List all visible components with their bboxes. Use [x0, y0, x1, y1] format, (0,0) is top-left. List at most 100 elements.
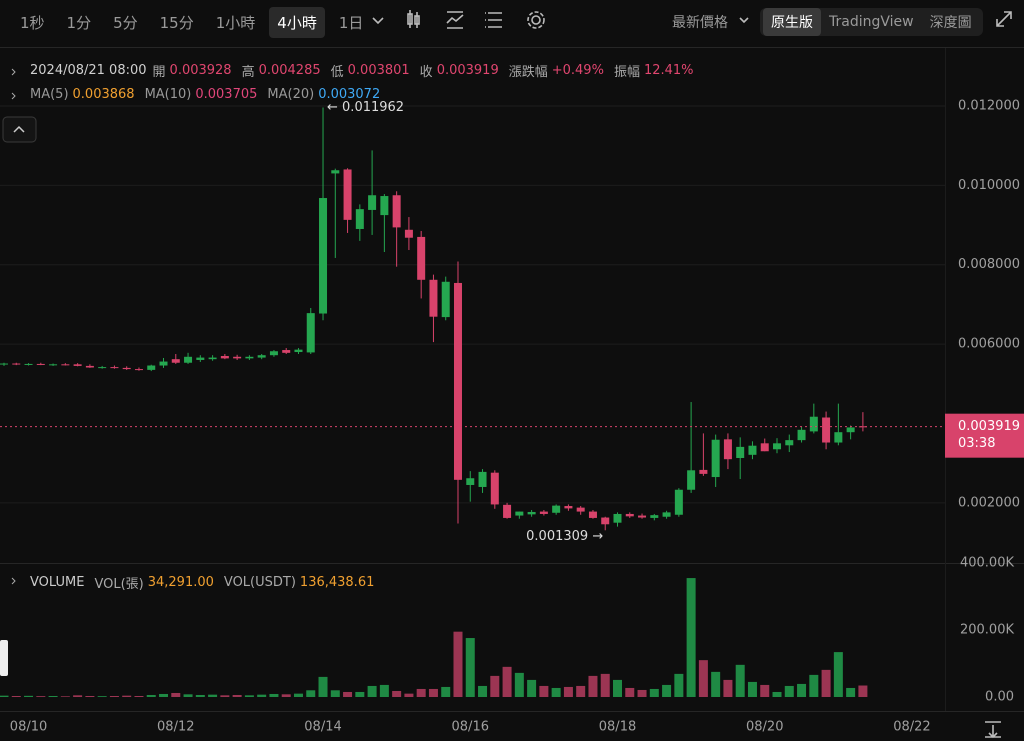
- view-tab[interactable]: 原生版: [763, 8, 821, 36]
- volume-bar: [404, 693, 414, 697]
- candle-body: [441, 281, 450, 318]
- y-tick-label: 400.00K: [960, 556, 1014, 571]
- ma-name: MA(20): [267, 87, 315, 102]
- volume-bar: [220, 695, 230, 697]
- candle-body: [306, 313, 315, 353]
- interval-tab[interactable]: 1秒: [20, 13, 45, 32]
- candle-body: [527, 511, 536, 515]
- collapse-button[interactable]: [2, 116, 37, 143]
- candle-body: [319, 198, 328, 314]
- candle-body: [24, 363, 33, 365]
- volume-bar: [146, 694, 156, 697]
- volume-bar: [244, 695, 254, 697]
- row-toggle[interactable]: [11, 577, 16, 585]
- volume-bar: [833, 652, 843, 697]
- candle-body: [257, 355, 266, 358]
- price-mode-label[interactable]: 最新價格: [672, 15, 728, 31]
- candle-body: [208, 357, 217, 360]
- volume-bar: [343, 691, 353, 697]
- volume-bar: [269, 693, 279, 697]
- interval-tab[interactable]: 1日: [338, 13, 364, 32]
- candle-body: [834, 432, 843, 443]
- candle-body: [110, 367, 119, 369]
- ma-value: 0.003868: [72, 87, 135, 102]
- legend-name: VOL(USDT): [223, 575, 296, 590]
- interval-tab[interactable]: 15分: [159, 13, 194, 32]
- candle-body: [785, 440, 794, 446]
- candle-body: [503, 504, 512, 518]
- volume-bar: [159, 693, 169, 697]
- ohlc-value: 0.003928: [169, 63, 232, 78]
- volume-bar: [625, 687, 635, 697]
- candle-body: [822, 417, 831, 443]
- volume-bar: [453, 631, 463, 697]
- view-tab[interactable]: TradingView: [829, 14, 914, 30]
- volume-bar: [392, 690, 402, 697]
- candle-body: [490, 472, 499, 505]
- candle-body: [0, 363, 8, 365]
- candle-body: [650, 515, 659, 518]
- candle-body: [245, 356, 254, 359]
- candle-body: [723, 439, 732, 460]
- view-tab[interactable]: 深度圖: [929, 15, 972, 31]
- legend-value: 136,438.61: [299, 575, 375, 590]
- candle-body: [760, 443, 769, 452]
- volume-bar: [134, 695, 144, 697]
- row-toggle[interactable]: [11, 92, 16, 100]
- volume-bar: [588, 675, 598, 697]
- volume-bar: [60, 696, 70, 697]
- volume-bar: [97, 696, 107, 697]
- candle-body: [233, 356, 242, 359]
- legend-value: 34,291.00: [147, 575, 214, 590]
- candle-body: [773, 443, 782, 450]
- low-label: 0.001309 →: [526, 529, 603, 544]
- ohlc-label: 高: [241, 65, 255, 80]
- high-label: ← 0.011962: [327, 100, 404, 115]
- candle-body: [736, 446, 745, 458]
- candle-body: [809, 416, 818, 432]
- candle-body: [355, 209, 364, 229]
- volume-bar: [600, 673, 610, 697]
- candle-body: [429, 279, 438, 317]
- candle-body: [662, 512, 671, 517]
- volume-bar: [306, 690, 316, 697]
- volume-bar: [711, 671, 721, 697]
- volume-bar: [821, 669, 831, 697]
- candle-body: [417, 236, 426, 280]
- collapse-icon: [13, 125, 25, 133]
- price-tag: [945, 413, 1024, 458]
- candle-body: [73, 364, 82, 366]
- candle-body: [49, 364, 58, 366]
- interval-tab[interactable]: 1分: [66, 13, 92, 32]
- datetime: 2024/08/21 08:00: [30, 63, 147, 78]
- volume-bar: [772, 691, 782, 697]
- price-mode[interactable]: 最新價格: [672, 12, 734, 32]
- candle-body: [368, 195, 377, 210]
- candle-body: [453, 282, 462, 480]
- ma-value: 0.003705: [195, 87, 258, 102]
- volume-bar: [551, 687, 561, 697]
- y-tick-label: 0.012000: [958, 98, 1020, 113]
- volume-bar: [183, 694, 193, 697]
- volume-bar: [637, 689, 647, 697]
- candle-body: [699, 469, 708, 474]
- toolbar-icons[interactable]: [372, 10, 1012, 739]
- price-tag-label: 0.003919: [958, 419, 1020, 434]
- volume-legend: VOLUME VOL(張) 34,291.00 VOL(USDT) 136,438.61: [30, 573, 380, 592]
- side-handle[interactable]: [0, 640, 8, 676]
- volume-bar: [11, 695, 21, 697]
- interval-tab[interactable]: 5分: [113, 13, 138, 32]
- legend-name: VOL(張): [94, 577, 144, 592]
- candle-body: [12, 363, 21, 365]
- volume-bar: [784, 685, 794, 697]
- interval-tab[interactable]: 1小時: [215, 13, 256, 32]
- row-toggle[interactable]: [11, 68, 16, 76]
- view-switch: 原生版 TradingView 深度圖: [760, 8, 983, 36]
- volume-bar: [858, 685, 868, 697]
- candle-body: [625, 513, 634, 517]
- x-tick-label: 08/20: [746, 720, 783, 735]
- price-tag-countdown: 03:38: [958, 436, 995, 451]
- volume-bar: [416, 688, 426, 697]
- volume-bar: [36, 696, 46, 697]
- interval-tab[interactable]: 4小時: [269, 6, 325, 38]
